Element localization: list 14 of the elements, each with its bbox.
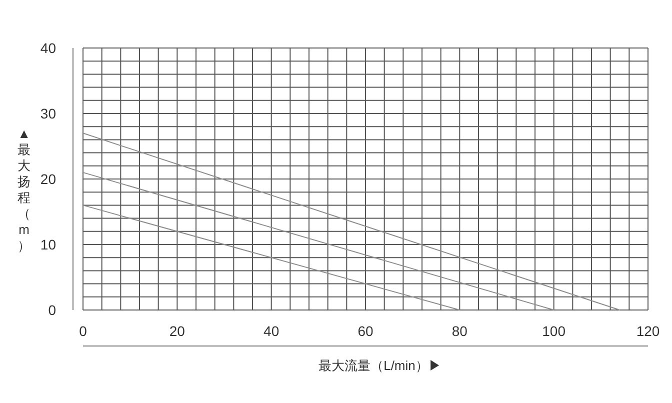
y-axis-title: ▲最大扬程（m） [18,126,30,253]
x-tick-label: 120 [636,323,660,339]
y-tick-label: 10 [40,236,56,252]
x-tick-label: 100 [542,323,566,339]
x-tick-label: 40 [264,323,280,339]
y-tick-label: 0 [48,302,56,318]
x-axis-title: 最大流量（L/min）▶ [318,358,442,373]
x-tick-label: 60 [358,323,374,339]
y-tick-label: 30 [40,106,56,122]
x-tick-label: 0 [79,323,88,339]
y-tick-label: 40 [40,40,56,56]
x-tick-label: 20 [169,323,186,339]
x-tick-label: 80 [452,323,468,339]
y-tick-label: 20 [40,171,56,187]
